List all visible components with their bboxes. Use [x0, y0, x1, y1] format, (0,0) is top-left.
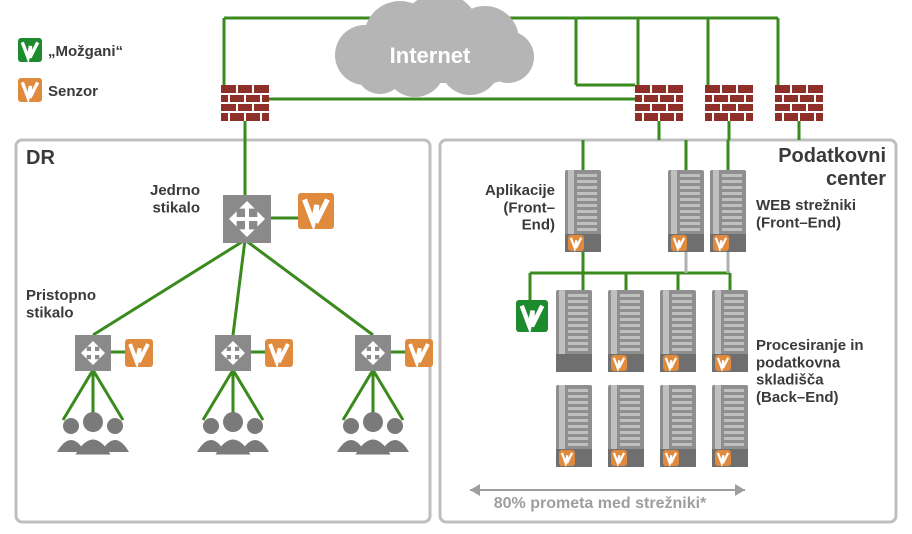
svg-text:center: center	[826, 168, 886, 190]
svg-text:skladišča: skladišča	[756, 372, 824, 389]
svg-text:Podatkovni: Podatkovni	[778, 145, 886, 167]
svg-text:(Front–End): (Front–End)	[756, 214, 841, 231]
svg-text:Aplikacije: Aplikacije	[485, 182, 555, 199]
svg-text:Internet: Internet	[390, 43, 471, 68]
svg-text:stikalo: stikalo	[152, 199, 200, 216]
svg-text:stikalo: stikalo	[26, 304, 74, 321]
svg-text:Senzor: Senzor	[48, 83, 98, 100]
svg-text:(Back–End): (Back–End)	[756, 389, 839, 406]
svg-text:„Možgani“: „Možgani“	[48, 43, 123, 60]
svg-text:80% prometa med strežniki*: 80% prometa med strežniki*	[494, 495, 707, 512]
svg-text:podatkovna: podatkovna	[756, 354, 841, 371]
svg-text:WEB strežniki: WEB strežniki	[756, 197, 856, 214]
svg-text:End): End)	[522, 217, 555, 234]
network-diagram: DR Podatkovnicenter Internet „Možgani“ Senzo…	[0, 0, 912, 534]
svg-text:Jedrno: Jedrno	[150, 182, 200, 199]
svg-text:(Front–: (Front–	[503, 199, 555, 216]
svg-text:Pristopno: Pristopno	[26, 287, 96, 304]
svg-text:Procesiranje in: Procesiranje in	[756, 337, 864, 354]
svg-text:DR: DR	[26, 147, 55, 169]
